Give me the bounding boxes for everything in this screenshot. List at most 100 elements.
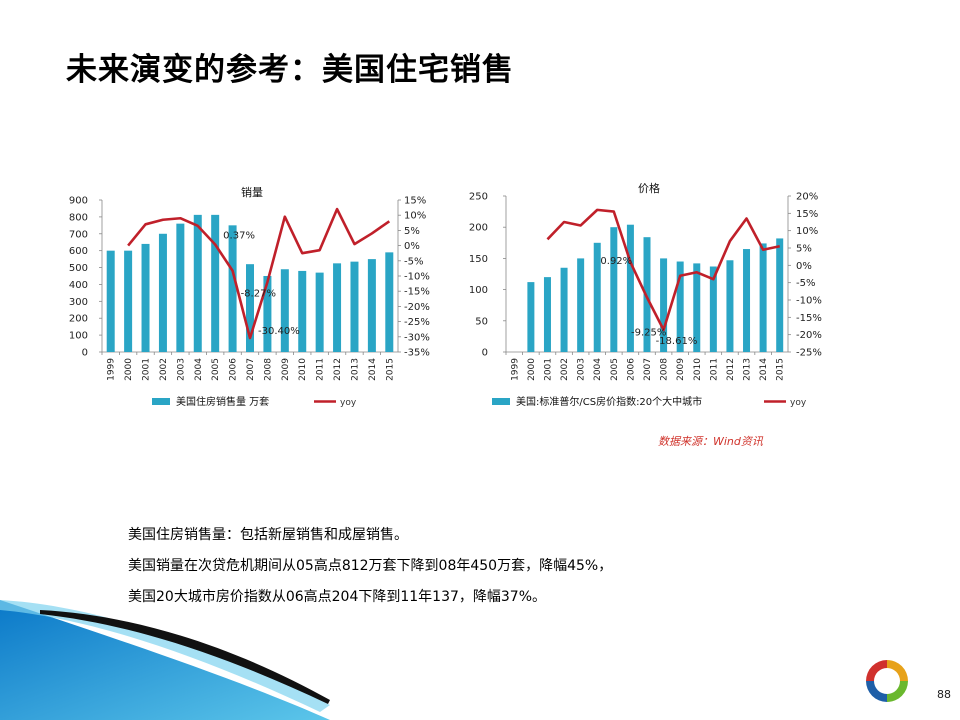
legend-line-label: yoy xyxy=(340,398,357,408)
price-chart: 价格 0 50 100 150 200 250 20% 15% 10% 5% 0% -5% -10% -15… xyxy=(469,181,822,408)
bar xyxy=(527,282,535,352)
x-tick-label: 2002 xyxy=(560,358,570,381)
x-tick-label: 2007 xyxy=(246,358,256,381)
left-tick-label: 500 xyxy=(69,263,88,274)
x-tick-label: 2000 xyxy=(124,358,134,381)
right-tick-label: 10% xyxy=(796,226,818,237)
right-tick-label: -5% xyxy=(404,256,423,267)
slide-title: 未来演变的参考：美国住宅销售 xyxy=(66,52,514,88)
bar xyxy=(626,224,634,352)
x-tick-label: 2010 xyxy=(693,358,703,381)
x-tick-label: 2014 xyxy=(368,358,378,381)
data-source: 数据来源：Wind资讯 xyxy=(658,435,763,448)
right-tick-label: 20% xyxy=(796,192,818,203)
bar xyxy=(228,225,237,352)
x-tick-label: 2006 xyxy=(626,358,636,381)
x-tick-label: 2015 xyxy=(385,358,395,381)
left-tick-label: 150 xyxy=(469,254,488,265)
note-line-2: 美国销量在次贷危机期间从05高点812万套下降到08年450万套，降幅45%， xyxy=(128,558,613,574)
x-tick-label: 2004 xyxy=(593,358,603,381)
bar xyxy=(158,233,167,352)
left-tick-label: 700 xyxy=(69,229,88,240)
bar xyxy=(385,252,394,352)
right-tick-label: 5% xyxy=(404,226,420,237)
x-tick-label: 2001 xyxy=(142,358,152,381)
x-tick-label: 2003 xyxy=(577,358,587,381)
left-tick-label: 200 xyxy=(469,223,488,234)
x-tick-label: 1999 xyxy=(510,358,520,381)
x-tick-label: 2001 xyxy=(543,358,553,381)
bar xyxy=(709,266,717,352)
x-tick-label: 2007 xyxy=(643,358,653,381)
bar xyxy=(280,269,289,352)
right-tick-label: -25% xyxy=(796,348,822,359)
bar xyxy=(759,243,767,352)
left-tick-label: 0 xyxy=(482,348,488,359)
x-tick-label: 2008 xyxy=(263,358,273,381)
chart-title: 价格 xyxy=(638,181,660,195)
bar xyxy=(333,263,342,352)
right-tick-label: -35% xyxy=(404,348,430,359)
bar xyxy=(776,238,784,352)
bar xyxy=(743,249,751,352)
left-tick-label: 250 xyxy=(469,192,488,203)
left-tick-label: 900 xyxy=(69,196,88,207)
left-tick-label: 400 xyxy=(69,280,88,291)
sales-chart: 销量 0 100 200 300 400 500 600 700 800 900 15% 10% 5% 0%… xyxy=(69,185,430,408)
bar xyxy=(560,267,568,352)
left-tick-label: 100 xyxy=(69,331,88,342)
right-tick-label: 15% xyxy=(796,209,818,220)
x-tick-label: 2012 xyxy=(726,358,736,381)
data-label: -8.27% xyxy=(241,289,276,300)
bar xyxy=(193,214,202,352)
left-tick-label: 300 xyxy=(69,297,88,308)
legend-bar-label: 美国:标准普尔/CS房价指数:20个大中城市 xyxy=(516,395,702,408)
bar xyxy=(676,261,684,352)
left-tick-label: 50 xyxy=(475,316,488,327)
right-tick-label: -30% xyxy=(404,332,430,343)
slide-notes: 美国住房销售量：包括新屋销售和成屋销售。 美国销量在次贷危机期间从05高点812… xyxy=(128,520,612,613)
bar xyxy=(726,260,734,352)
bar xyxy=(593,242,601,352)
x-tick-label: 2003 xyxy=(176,358,186,381)
right-tick-label: -15% xyxy=(796,313,822,324)
bar xyxy=(367,259,376,352)
right-tick-label: -5% xyxy=(796,278,815,289)
bar xyxy=(263,276,272,352)
x-tick-label: 2002 xyxy=(159,358,169,381)
right-tick-label: 10% xyxy=(404,211,426,222)
x-tick-label: 2012 xyxy=(333,358,343,381)
right-tick-label: -25% xyxy=(404,317,430,328)
right-tick-label: -20% xyxy=(796,330,822,341)
note-line-1: 美国住房销售量：包括新屋销售和成屋销售。 xyxy=(128,527,408,543)
x-tick-label: 2006 xyxy=(229,358,239,381)
x-tick-label: 2013 xyxy=(350,358,360,381)
x-tick-label: 2013 xyxy=(743,358,753,381)
data-label: -9.25% xyxy=(631,327,666,338)
bar xyxy=(211,214,220,352)
bar xyxy=(577,258,585,352)
right-tick-label: 0% xyxy=(796,261,812,272)
data-label: -18.61% xyxy=(656,336,698,347)
bar xyxy=(543,277,551,352)
x-tick-label: 2005 xyxy=(211,358,221,381)
bar xyxy=(176,223,185,352)
company-logo xyxy=(866,660,908,702)
x-tick-label: 2009 xyxy=(676,358,686,381)
x-tick-label: 2009 xyxy=(281,358,291,381)
data-label: 0.37% xyxy=(223,230,255,241)
right-tick-label: -10% xyxy=(796,296,822,307)
right-tick-label: 0% xyxy=(404,241,420,252)
x-tick-label: 2004 xyxy=(194,358,204,381)
bar xyxy=(106,250,115,352)
right-tick-label: -15% xyxy=(404,287,430,298)
right-tick-label: -20% xyxy=(404,302,430,313)
right-tick-label: 15% xyxy=(404,196,426,207)
x-tick-label: 2005 xyxy=(610,358,620,381)
legend-bar-swatch xyxy=(492,398,510,405)
bar xyxy=(298,270,307,352)
bar xyxy=(660,258,668,352)
bar xyxy=(610,227,618,352)
bar xyxy=(124,250,133,352)
